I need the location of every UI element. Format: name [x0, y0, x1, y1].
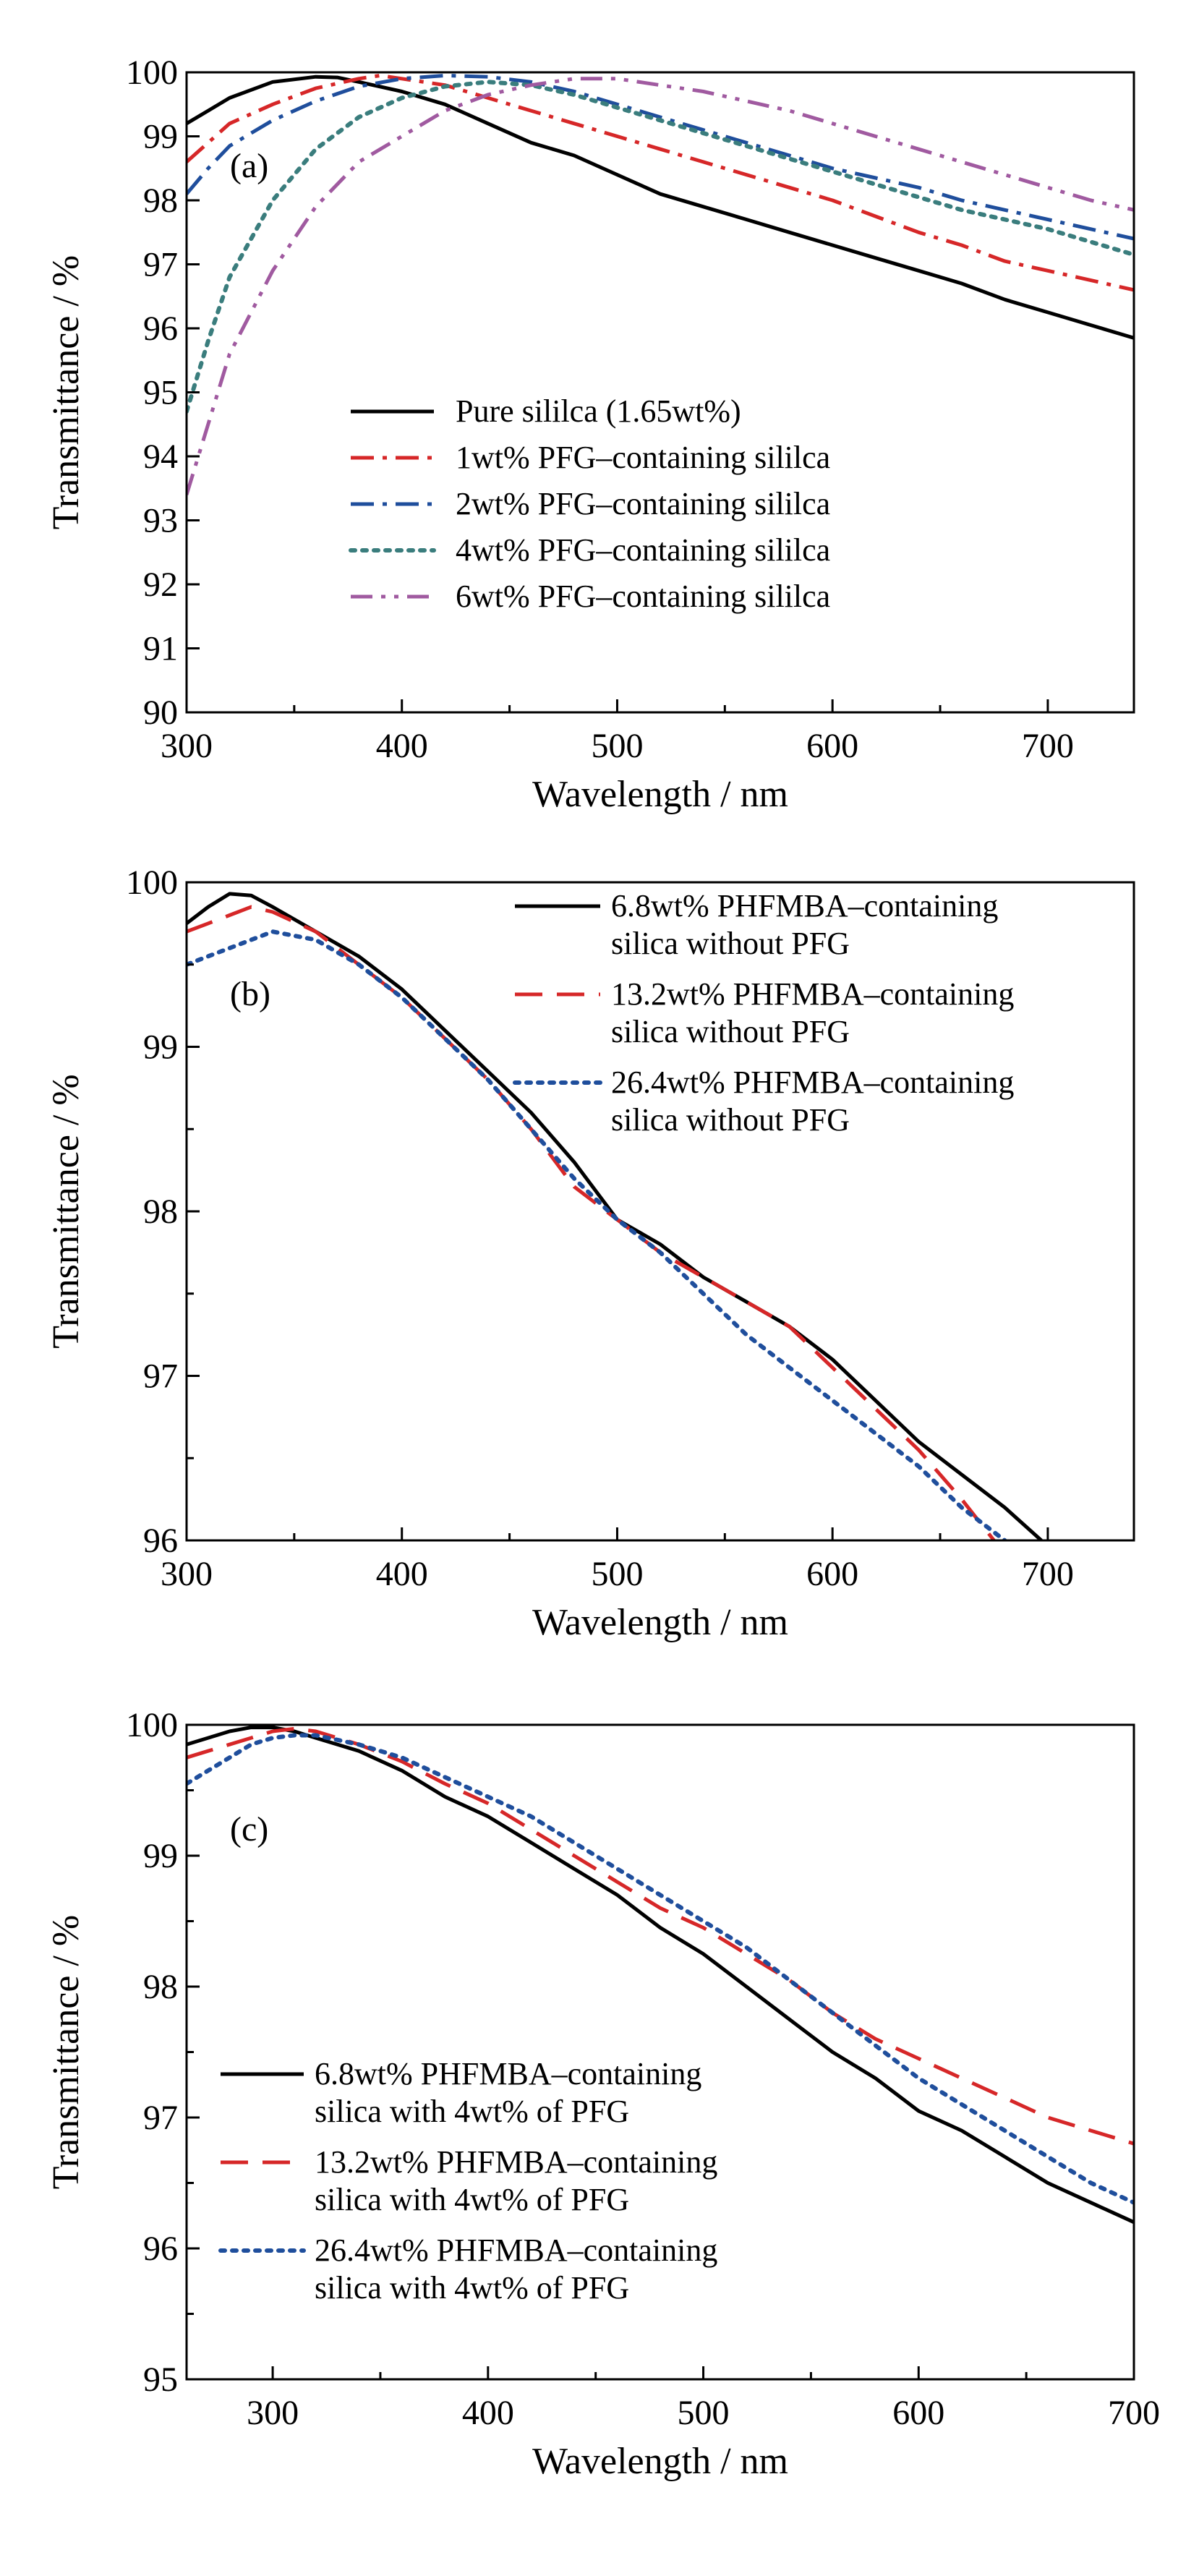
y-tick-label: 95 — [143, 374, 178, 412]
legend-label: Pure sililca (1.65wt%) — [456, 393, 741, 429]
x-tick-label: 500 — [591, 1555, 643, 1593]
y-tick-label: 100 — [126, 863, 178, 902]
legend-label: silica with 4wt% of PFG — [315, 2094, 629, 2129]
legend-label: 1wt% PFG–containing sililca — [456, 440, 830, 475]
y-tick-label: 98 — [143, 1968, 178, 2006]
x-tick-label: 700 — [1022, 1555, 1074, 1593]
y-tick-label: 91 — [143, 630, 178, 668]
series-line-2 — [187, 1726, 1134, 2146]
x-tick-label: 300 — [161, 727, 213, 765]
x-tick-label: 400 — [376, 1555, 428, 1593]
x-tick-label: 700 — [1108, 2394, 1160, 2432]
panel-label: (a) — [230, 147, 268, 185]
panel-b: 300 400 500 600 700 96 97 98 99 100 Wavelength / n… — [46, 863, 1135, 1643]
series-line-3 — [187, 1733, 1134, 2205]
series-line-1 — [187, 74, 1134, 340]
series-line-3 — [187, 929, 1007, 1540]
y-tick-label: 98 — [143, 182, 178, 220]
legend-label: silica without PFG — [611, 1102, 850, 1138]
series-line-4 — [187, 80, 1134, 414]
y-tick-label: 97 — [143, 2099, 178, 2137]
y-tick-label: 98 — [143, 1193, 178, 1231]
legend-label: silica without PFG — [611, 1014, 850, 1049]
panel-label: (b) — [230, 975, 270, 1013]
y-tick-label: 96 — [143, 2230, 178, 2268]
legend-label: 6.8wt% PHFMBA–containing — [611, 888, 998, 924]
legend: Pure sililca (1.65wt%) 1wt% PFG–containin… — [349, 393, 830, 614]
series-group — [187, 73, 1134, 495]
x-tick-label: 400 — [462, 2394, 514, 2432]
series-line-2 — [187, 73, 1134, 292]
x-tick-label: 300 — [247, 2394, 299, 2432]
y-tick-label: 90 — [143, 694, 178, 732]
x-tick-label: 300 — [161, 1555, 213, 1593]
panel-a: 300 400 500 600 700 90 91 92 93 94 95 96 97 98 99 100 Wa… — [46, 54, 1135, 815]
y-tick-label: 100 — [126, 54, 178, 92]
legend-label: 26.4wt% PHFMBA–containing — [611, 1065, 1014, 1100]
x-tick-label: 500 — [678, 2394, 730, 2432]
legend-label: 6wt% PFG–containing sililca — [456, 579, 830, 614]
x-tick-label: 600 — [806, 727, 858, 765]
x-tick-label: 500 — [591, 727, 643, 765]
series-line-1 — [187, 892, 1043, 1540]
x-axis-title: Wavelength / nm — [532, 2441, 788, 2482]
y-tick-label: 100 — [126, 1706, 178, 1744]
plot-frame — [185, 71, 1135, 714]
legend-label: silica with 4wt% of PFG — [315, 2182, 629, 2217]
series-group — [187, 1726, 1134, 2225]
legend-label: silica with 4wt% of PFG — [315, 2270, 629, 2306]
legend-label: 4wt% PFG–containing sililca — [456, 532, 830, 568]
legend-label: 2wt% PFG–containing sililca — [456, 486, 830, 521]
y-tick-label: 96 — [143, 1522, 178, 1560]
legend-label: silica without PFG — [611, 926, 850, 961]
x-tick-label: 700 — [1022, 727, 1074, 765]
legend-label: 26.4wt% PHFMBA–containing — [315, 2232, 717, 2268]
y-axis-title: Transmittance / % — [46, 255, 87, 529]
y-tick-label: 92 — [143, 566, 178, 604]
x-tick-label: 600 — [892, 2394, 944, 2432]
y-tick-label: 95 — [143, 2360, 178, 2399]
x-tick-label: 600 — [806, 1555, 858, 1593]
y-tick-label: 94 — [143, 438, 178, 476]
series-line-5 — [187, 77, 1134, 495]
legend-label: 6.8wt% PHFMBA–containing — [315, 2056, 701, 2091]
y-tick-label: 99 — [143, 1837, 178, 1875]
x-axis-title: Wavelength / nm — [532, 1602, 788, 1643]
y-tick-label: 99 — [143, 118, 178, 156]
series-line-2 — [187, 905, 996, 1540]
panel-c: 300 400 500 600 700 95 96 97 98 99 100 Wavelength /… — [46, 1706, 1160, 2482]
y-tick-label: 96 — [143, 310, 178, 348]
x-axis-title: Wavelength / nm — [532, 774, 788, 815]
panel-label: (c) — [230, 1810, 268, 1848]
series-line-1 — [187, 1726, 1134, 2225]
legend-item: 1wt% PFG–containing sililca — [351, 440, 830, 475]
legend-item: 2wt% PFG–containing sililca — [351, 486, 830, 521]
legend-label: 13.2wt% PHFMBA–containing — [315, 2144, 717, 2180]
y-axis-title: Transmittance / % — [46, 1915, 87, 2189]
legend-item: 4wt% PFG–containing sililca — [349, 532, 830, 568]
legend-item: Pure sililca (1.65wt%) — [351, 393, 741, 429]
legend-item: 6wt% PFG–containing sililca — [351, 579, 830, 614]
series-line-3 — [187, 73, 1134, 241]
y-tick-label: 93 — [143, 502, 178, 540]
x-tick-label: 400 — [376, 727, 428, 765]
y-axis-title: Transmittance / % — [46, 1074, 87, 1348]
y-tick-label: 97 — [143, 1357, 178, 1396]
y-tick-label: 99 — [143, 1028, 178, 1067]
legend-label: 13.2wt% PHFMBA–containing — [611, 976, 1014, 1012]
series-group — [187, 892, 1043, 1540]
y-tick-label: 97 — [143, 246, 178, 284]
